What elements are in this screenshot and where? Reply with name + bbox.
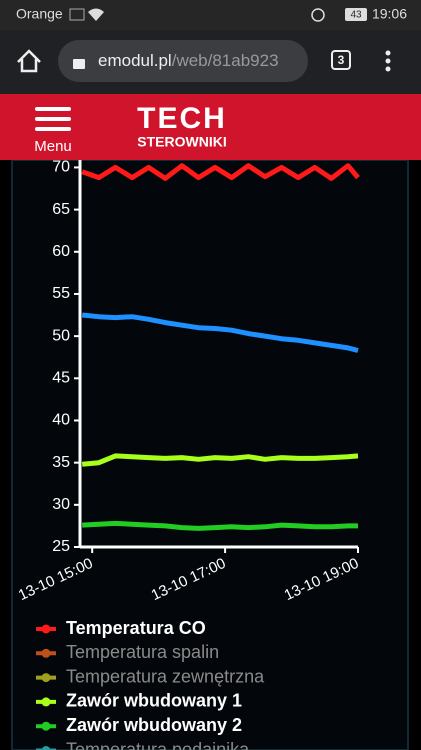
y-tick-label: 60 bbox=[52, 243, 70, 260]
legend-item[interactable]: Temperatura podajnika bbox=[36, 739, 250, 750]
series-line bbox=[81, 163, 360, 181]
legend-marker bbox=[41, 721, 51, 731]
tab-count: 3 bbox=[338, 53, 345, 67]
legend-label: Zawór wbudowany 1 bbox=[66, 691, 242, 711]
series-line bbox=[81, 312, 359, 353]
carrier: Orange bbox=[16, 6, 63, 22]
legend-marker bbox=[41, 697, 51, 707]
legend-item[interactable]: Zawór wbudowany 2 bbox=[36, 715, 242, 735]
tabs-button[interactable] bbox=[331, 50, 351, 70]
legend-label: Temperatura CO bbox=[66, 618, 206, 638]
alarm-icon bbox=[311, 8, 325, 22]
menu-label[interactable]: Menu bbox=[34, 138, 72, 155]
legend-item[interactable]: Temperatura CO bbox=[36, 618, 206, 638]
legend-label: Zawór wbudowany 2 bbox=[66, 715, 242, 735]
legend-label: Temperatura zewnętrzna bbox=[66, 666, 265, 686]
y-tick-label: 30 bbox=[52, 496, 70, 513]
legend-marker bbox=[41, 673, 51, 683]
battery-level: 43 bbox=[350, 10, 362, 21]
y-tick-label: 40 bbox=[52, 412, 70, 429]
series-line bbox=[81, 453, 359, 467]
clock: 19:06 bbox=[372, 6, 407, 22]
logo-sub: STEROWNIKI bbox=[137, 134, 226, 150]
menu-icon[interactable] bbox=[35, 107, 71, 131]
y-tick-label: 45 bbox=[52, 370, 70, 387]
menu-dots[interactable] bbox=[385, 50, 391, 72]
legend-marker bbox=[41, 746, 51, 750]
site-header bbox=[0, 94, 421, 160]
url-path: /web/81ab923 bbox=[172, 51, 279, 70]
wifi-icon bbox=[88, 8, 104, 21]
legend-item[interactable]: Temperatura spalin bbox=[36, 642, 219, 662]
legend-item[interactable]: Temperatura zewnętrzna bbox=[36, 666, 265, 686]
signal-icon bbox=[69, 8, 85, 21]
legend-item[interactable]: Zawór wbudowany 1 bbox=[36, 691, 242, 711]
lock-icon bbox=[73, 59, 85, 69]
y-tick-label: 25 bbox=[52, 538, 70, 555]
legend-marker bbox=[41, 624, 51, 634]
url: emodul.pl/web/81ab923 bbox=[98, 51, 279, 70]
logo[interactable]: TECH bbox=[137, 102, 227, 135]
home-button[interactable] bbox=[17, 49, 41, 73]
series-line bbox=[82, 520, 358, 531]
y-tick-label: 55 bbox=[52, 285, 70, 302]
battery-icon bbox=[345, 8, 367, 21]
y-tick-label: 35 bbox=[52, 454, 70, 471]
legend-label: Temperatura spalin bbox=[66, 642, 219, 662]
url-host: emodul.pl bbox=[98, 51, 172, 70]
legend: Temperatura CO Temperatura spalin Temperat… bbox=[36, 618, 265, 750]
y-tick-label: 70 bbox=[52, 159, 70, 176]
y-tick-label: 65 bbox=[52, 201, 70, 218]
legend-label: Temperatura podajnika bbox=[66, 739, 250, 750]
y-tick-label: 50 bbox=[52, 327, 70, 344]
legend-marker bbox=[41, 648, 51, 658]
address-bar[interactable] bbox=[58, 40, 308, 82]
